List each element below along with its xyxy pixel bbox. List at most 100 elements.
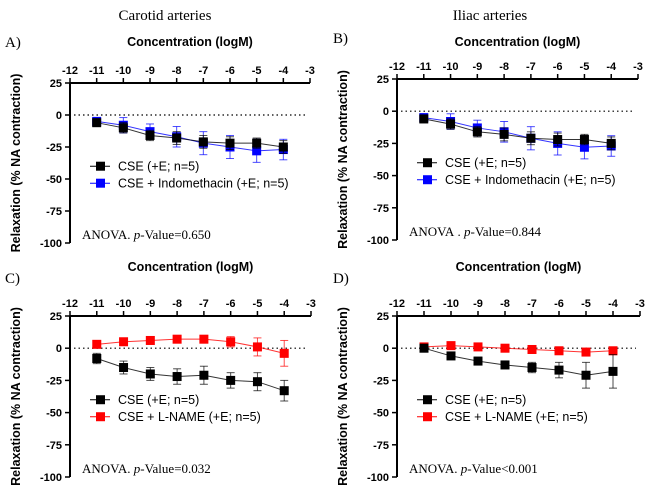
data-point [252, 146, 262, 156]
panel-a: A) Concentration (logM) Relaxation (% NA c… [5, 35, 315, 252]
panel-label: A) [5, 35, 21, 51]
x-tick-label: -4 [279, 298, 290, 310]
data-point [472, 127, 482, 137]
x-axis-title: Concentration (logM) [127, 35, 253, 49]
y-tick-label: -25 [46, 142, 62, 154]
x-tick-label: -12 [389, 298, 405, 310]
data-point [473, 342, 483, 352]
y-tick-label: -50 [373, 171, 389, 183]
x-tick-label: -5 [581, 298, 591, 310]
series-0 [92, 352, 289, 402]
legend-label: CSE + L-NAME (+E; n=5) [118, 410, 261, 424]
anova-annotation: ANOVA. p-Value<0.001 [409, 461, 538, 476]
x-tick-label: -11 [89, 298, 104, 310]
panel-d: D) Concentration (logM) Relaxation (% NA c… [333, 260, 645, 486]
annotation-p: p [460, 461, 468, 476]
x-tick-label: -6 [225, 65, 235, 77]
data-point [145, 369, 155, 379]
x-tick-label: -7 [199, 298, 209, 310]
legend-marker [96, 178, 105, 188]
x-tick-label: -8 [500, 298, 510, 310]
x-tick-label: -3 [305, 65, 315, 77]
annotation-suffix: -Value=0.032 [140, 461, 211, 476]
anova-annotation: ANOVA. p-Value=0.032 [82, 461, 211, 476]
data-point [226, 375, 236, 385]
x-tick-label: -5 [580, 61, 590, 73]
data-point [225, 138, 235, 148]
data-point [526, 133, 536, 143]
data-point [199, 334, 209, 344]
x-axis-title: Concentration (logM) [128, 260, 254, 274]
y-tick-label: 25 [50, 311, 62, 323]
panel-label: C) [5, 271, 20, 287]
panel-b: B) Concentration (logM) Relaxation (% NA c… [333, 31, 643, 249]
x-tick-label: -10 [443, 61, 459, 73]
legend-marker [96, 161, 105, 171]
annotation-prefix: ANOVA. [82, 227, 134, 242]
x-tick-label: -11 [89, 65, 104, 77]
y-axis-title: Relaxation (% NA contraction) [9, 74, 23, 253]
y-tick-label: -75 [373, 440, 389, 452]
anova-annotation: ANOVA. p-Value=0.650 [82, 227, 211, 242]
data-point [118, 123, 128, 133]
data-point [553, 135, 563, 145]
x-tick-label: -6 [553, 61, 563, 73]
data-point [446, 341, 456, 351]
x-tick-label: -12 [62, 65, 78, 77]
x-tick-label: -10 [443, 298, 459, 310]
series-0 [419, 343, 618, 389]
y-tick-label: -25 [373, 375, 389, 387]
x-tick-label: -4 [278, 65, 289, 77]
y-tick-label: -50 [46, 408, 62, 420]
y-tick-label: -50 [373, 408, 389, 420]
data-point [581, 347, 591, 357]
legend-marker [96, 412, 105, 422]
x-tick-label: -6 [226, 298, 236, 310]
x-tick-label: -11 [416, 298, 431, 310]
y-tick-label: -100 [40, 472, 62, 484]
x-tick-label: -8 [172, 298, 182, 310]
y-axis-title: Relaxation (% NA contraction) [336, 70, 350, 249]
y-tick-label: 0 [383, 343, 389, 355]
legend-marker [423, 395, 432, 405]
legend-marker [423, 175, 432, 185]
data-point [419, 343, 429, 353]
data-point [279, 386, 289, 396]
data-point [473, 356, 483, 366]
y-tick-label: 25 [377, 311, 389, 323]
x-tick-label: -6 [554, 298, 564, 310]
data-point [581, 370, 591, 380]
data-point [554, 346, 564, 356]
x-tick-label: -12 [389, 61, 405, 73]
series-0 [419, 114, 616, 151]
data-point [278, 142, 288, 152]
data-point [446, 119, 456, 129]
data-point [554, 365, 564, 375]
data-point [226, 337, 236, 347]
annotation-p: p [463, 224, 471, 239]
y-tick-label: 25 [50, 78, 62, 90]
column-title-carotid: Carotid arteries [119, 8, 212, 24]
y-tick-label: -100 [367, 472, 389, 484]
y-tick-label: -50 [46, 174, 62, 186]
data-point [579, 142, 589, 152]
annotation-p: p [133, 461, 141, 476]
data-point [500, 360, 510, 370]
legend-label: CSE (+E; n=5) [118, 160, 199, 174]
data-point [119, 337, 129, 347]
data-point [252, 342, 262, 352]
x-axis-title: Concentration (logM) [456, 260, 582, 274]
annotation-prefix: ANOVA. [409, 461, 461, 476]
data-point [198, 137, 208, 147]
x-tick-label: -7 [198, 65, 208, 77]
annotation-suffix: -Value=0.650 [140, 227, 211, 242]
x-tick-label: -8 [499, 61, 509, 73]
column-title-iliac: Iliac arteries [453, 8, 528, 24]
data-point [527, 363, 537, 373]
x-tick-label: -10 [115, 65, 131, 77]
x-tick-label: -7 [526, 61, 536, 73]
y-tick-label: -100 [40, 238, 62, 250]
x-tick-label: -12 [62, 298, 78, 310]
data-point [279, 348, 289, 358]
